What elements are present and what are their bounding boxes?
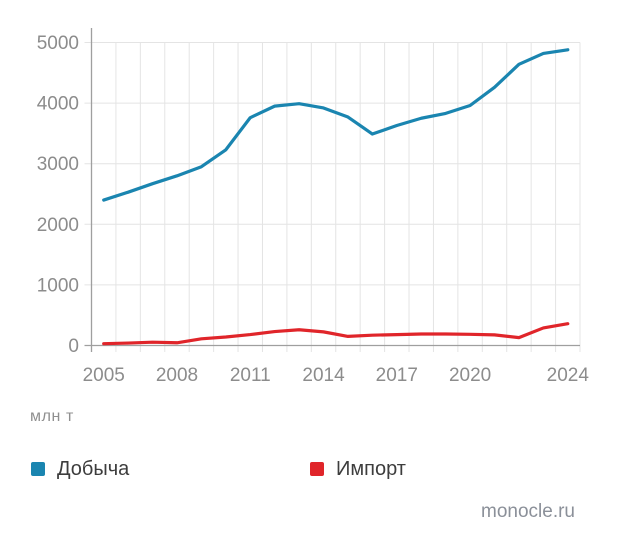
y-tick-label: 3000 [37,154,79,175]
legend-label-production: Добыча [57,457,130,480]
import-swatch-icon [310,462,324,476]
unit-label: млн т [30,408,74,425]
series-line-0 [102,48,570,202]
line-chart: 0 1000 2000 3000 4000 5000 2005 2008 2011 2014 201… [37,28,590,386]
production-swatch-icon [31,462,45,476]
x-tick-label: 2017 [376,365,418,386]
legend: Добыча Импорт [0,455,620,483]
legend-item-production: Добыча [31,455,129,483]
x-tick-label: 2014 [302,365,345,386]
y-tick-label: 1000 [37,275,79,296]
y-tick-label: 2000 [37,215,79,236]
y-tick-label: 0 [68,336,79,357]
y-tick-label: 5000 [37,33,79,54]
series-line-1 [102,322,570,346]
x-tick-label: 2005 [83,365,125,386]
legend-label-import: Импорт [336,457,406,480]
y-tick-label: 4000 [37,94,79,115]
x-tick-label: 2008 [156,365,198,386]
x-tick-label: 2024 [547,365,590,386]
source-attribution: monocle.ru [481,501,575,522]
legend-item-import: Импорт [310,455,406,483]
x-tick-label: 2020 [449,365,491,386]
x-tick-label: 2011 [230,365,271,386]
